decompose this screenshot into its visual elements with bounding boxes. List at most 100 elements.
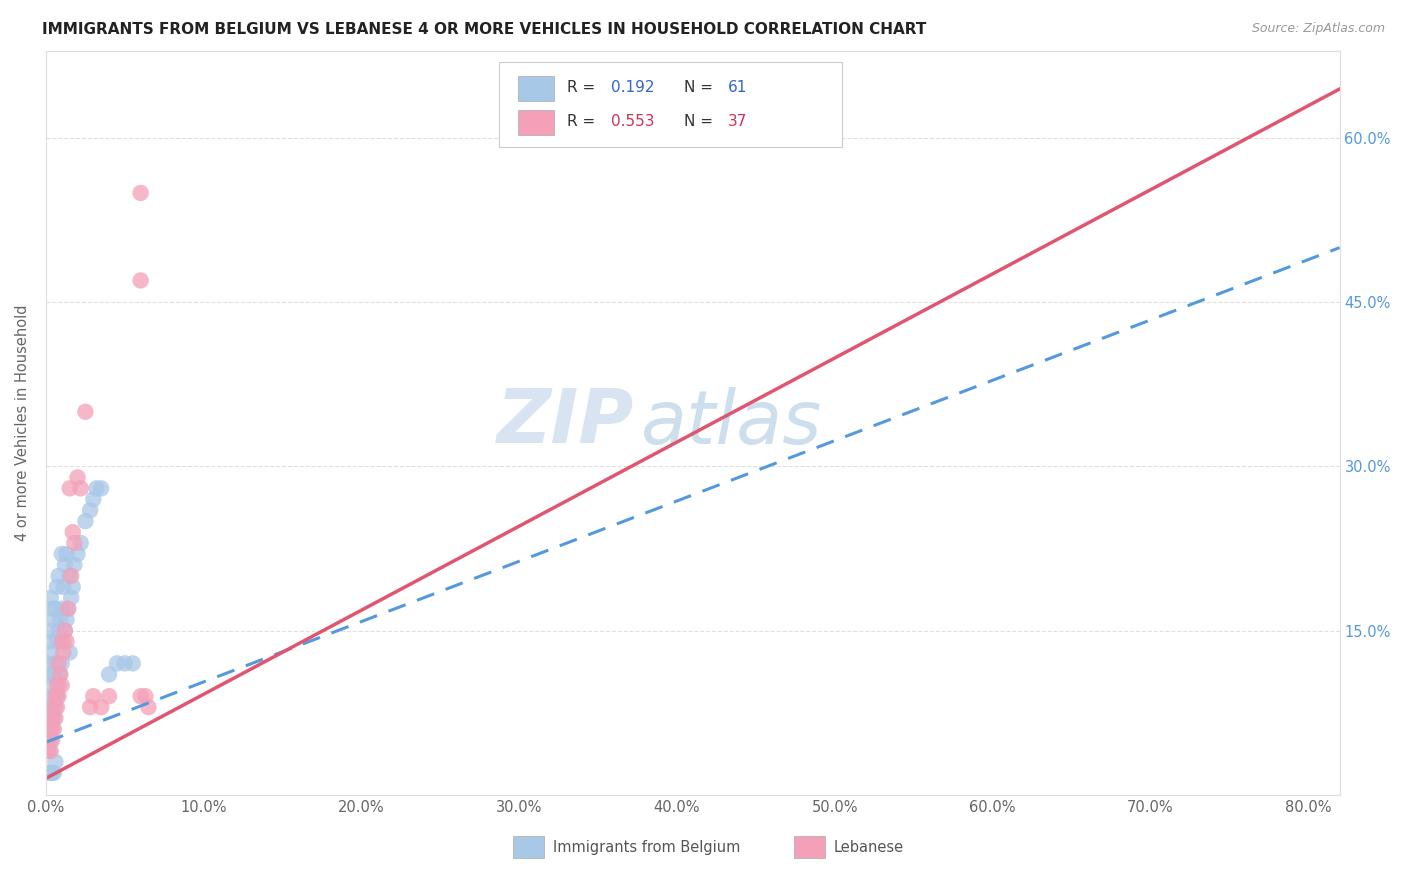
Point (98, 690, 121, 704)
Point (38, 678, 60, 692)
Point (48, 624, 70, 638)
Text: N =: N = (683, 114, 717, 129)
Point (38, 765, 60, 780)
Point (138, 700, 160, 714)
Point (62, 525, 84, 540)
Point (52, 580, 75, 594)
Point (129, 690, 152, 704)
Point (44, 711, 66, 725)
Point (69, 481, 91, 495)
Point (75, 405, 97, 419)
Point (41, 765, 63, 780)
Point (48, 657, 70, 671)
Point (59, 569, 82, 583)
Text: atlas: atlas (641, 387, 823, 458)
Point (39, 765, 62, 780)
Point (52, 634, 75, 648)
Point (79, 503, 101, 517)
Point (134, 690, 156, 704)
Point (51, 634, 73, 648)
FancyBboxPatch shape (499, 62, 842, 147)
Point (79, 700, 101, 714)
Text: 0.192: 0.192 (612, 80, 655, 95)
Point (129, 186, 152, 200)
Point (46, 580, 69, 594)
Point (53, 624, 76, 638)
Point (51, 678, 73, 692)
Point (44, 657, 66, 671)
Point (59, 645, 82, 659)
Point (51, 547, 73, 561)
Point (90, 700, 112, 714)
Point (48, 678, 70, 692)
Point (49, 667, 72, 681)
Point (42, 711, 65, 725)
Point (38, 711, 60, 725)
FancyBboxPatch shape (519, 110, 554, 136)
Point (53, 558, 76, 572)
Point (41, 733, 63, 747)
Point (52, 645, 75, 659)
Point (62, 580, 84, 594)
Point (38, 634, 60, 648)
Point (38, 733, 60, 747)
Point (39, 700, 62, 714)
Point (51, 657, 73, 671)
Point (46, 634, 69, 648)
Point (46, 700, 69, 714)
Text: 37: 37 (728, 114, 747, 129)
Point (51, 601, 73, 615)
Point (60, 591, 83, 605)
Text: ZIP: ZIP (498, 386, 634, 459)
Point (59, 481, 82, 495)
Point (37, 657, 59, 671)
Point (44, 601, 66, 615)
Point (37, 700, 59, 714)
Point (41, 722, 63, 736)
Point (56, 601, 79, 615)
Point (82, 690, 104, 704)
Point (63, 558, 86, 572)
Point (48, 690, 70, 704)
Point (49, 613, 72, 627)
Text: Immigrants from Belgium: Immigrants from Belgium (553, 840, 740, 855)
Point (42, 667, 65, 681)
Point (82, 492, 104, 507)
Point (53, 624, 76, 638)
Point (42, 765, 65, 780)
Point (41, 690, 63, 704)
Point (114, 657, 136, 671)
Point (46, 690, 69, 704)
Point (129, 273, 152, 287)
Point (42, 613, 65, 627)
Text: Source: ZipAtlas.com: Source: ZipAtlas.com (1251, 22, 1385, 36)
Text: 61: 61 (728, 80, 747, 95)
Point (37, 744, 59, 758)
Point (44, 755, 66, 769)
Point (55, 634, 77, 648)
FancyBboxPatch shape (519, 76, 554, 101)
Text: R =: R = (567, 114, 600, 129)
Point (46, 678, 69, 692)
Point (69, 536, 91, 550)
Point (66, 547, 89, 561)
Point (105, 657, 128, 671)
Point (66, 470, 89, 484)
Point (55, 613, 77, 627)
Text: IMMIGRANTS FROM BELGIUM VS LEBANESE 4 OR MORE VEHICLES IN HOUSEHOLD CORRELATION : IMMIGRANTS FROM BELGIUM VS LEBANESE 4 OR… (42, 22, 927, 37)
Point (44, 700, 66, 714)
Point (86, 481, 108, 495)
Point (37, 733, 59, 747)
Point (121, 657, 143, 671)
Point (42, 722, 65, 736)
Text: N =: N = (683, 80, 717, 95)
Point (39, 591, 62, 605)
Point (48, 569, 70, 583)
Point (63, 536, 86, 550)
Point (39, 722, 62, 736)
Point (41, 711, 63, 725)
Point (56, 601, 79, 615)
Point (42, 700, 65, 714)
Point (39, 733, 62, 747)
Y-axis label: 4 or more Vehicles in Household: 4 or more Vehicles in Household (15, 304, 30, 541)
